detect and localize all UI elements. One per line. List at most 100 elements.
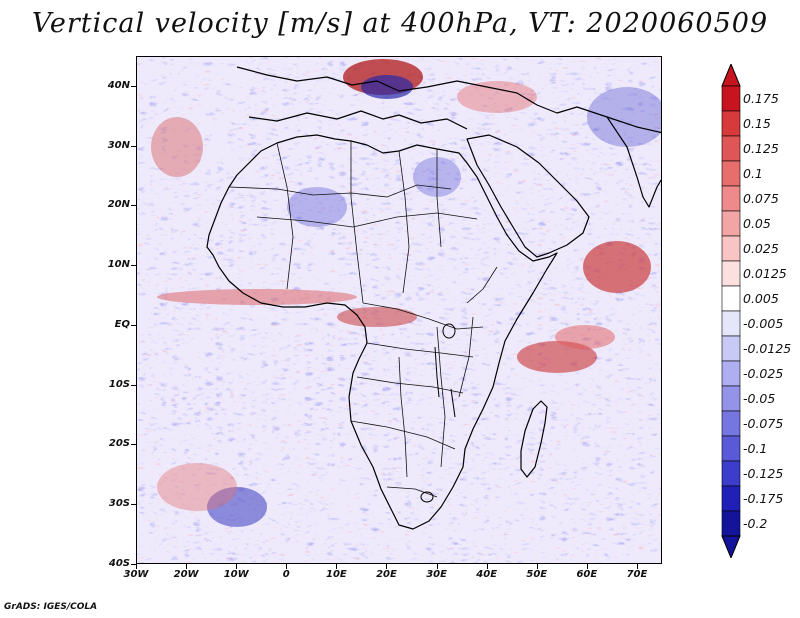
lon-tick-label: 70E: [626, 569, 648, 580]
map-canvas: [137, 57, 661, 563]
lon-tick: [186, 564, 188, 569]
lat-tick-label: 10S: [108, 378, 130, 390]
lon-tick-label: 40E: [476, 569, 498, 580]
colorbar-label: -0.075: [743, 415, 784, 431]
lat-tick: [131, 324, 136, 326]
colorbar-top-arrow: [721, 64, 741, 87]
colorbar-segment: [721, 435, 741, 462]
colorbar-label: 0.175: [743, 90, 779, 106]
colorbar-segment: [721, 485, 741, 512]
colorbar: 0.175 0.15 0.125 0.1 0.075 0.05 0.025 0.0125 0.0…: [721, 64, 800, 558]
lat-tick: [131, 384, 136, 386]
colorbar-segment: [721, 135, 741, 162]
india-coastline: [606, 116, 661, 208]
arabia-coastline: [466, 134, 590, 258]
lon-tick-label: 0: [282, 569, 290, 580]
lat-tick-label: 40S: [108, 558, 130, 569]
lat-tick-label: 10N: [107, 259, 130, 271]
lat-tick: [131, 205, 136, 207]
colorbar-bottom-arrow: [721, 535, 741, 558]
lon-tick: [636, 564, 638, 569]
colorbar-label: 0.0125: [743, 265, 787, 281]
colorbar-segment: [721, 285, 741, 312]
colorbar-scale: [721, 64, 741, 558]
lon-tick-label: 50E: [526, 569, 548, 580]
colorbar-segment: [721, 260, 741, 287]
lon-tick: [386, 564, 388, 569]
colorbar-segment: [721, 385, 741, 412]
field-anomaly: [555, 325, 615, 349]
lon-tick: [286, 564, 288, 569]
colorbar-segment: [721, 110, 741, 137]
field-anomaly: [583, 241, 651, 293]
lon-tick-label: 30W: [123, 569, 149, 580]
colorbar-label: -0.0125: [743, 340, 792, 356]
lon-tick: [586, 564, 588, 569]
colorbar-segment: [721, 335, 741, 362]
lon-tick: [136, 564, 137, 569]
europe-coastline: [236, 66, 661, 134]
colorbar-segment: [721, 360, 741, 387]
field-anomaly: [287, 187, 347, 227]
colorbar-segment: [721, 410, 741, 437]
lat-tick-label: EQ: [114, 318, 130, 330]
colorbar-segment: [721, 310, 741, 337]
colorbar-segment: [721, 185, 741, 212]
lon-tick-label: 20W: [173, 569, 199, 580]
colorbar-label: -0.005: [743, 315, 784, 331]
lat-tick: [131, 85, 136, 87]
lon-tick: [336, 564, 338, 569]
colorbar-segment: [721, 235, 741, 262]
lat-tick: [131, 444, 136, 446]
lat-tick: [131, 564, 136, 565]
lat-tick-label: 20N: [107, 199, 130, 211]
lat-tick-label: 20S: [108, 438, 130, 450]
footer-credit: GrADS: IGES/COLA: [4, 602, 98, 612]
colorbar-segment: [721, 510, 741, 537]
lat-tick: [131, 504, 136, 506]
lon-tick-label: 10E: [326, 569, 347, 580]
colorbar-segment: [721, 210, 741, 237]
field-anomaly: [157, 289, 357, 305]
colorbar-label: -0.025: [743, 365, 784, 381]
lon-tick-label: 30E: [426, 569, 447, 580]
lon-tick: [436, 564, 438, 569]
colorbar-label: 0.075: [743, 190, 779, 206]
colorbar-label: 0.1: [743, 165, 763, 181]
field-anomaly: [151, 117, 203, 177]
colorbar-label: -0.125: [743, 465, 784, 481]
chart-title: Vertical velocity [m/s] at 400hPa, VT: 2…: [31, 8, 769, 39]
lat-tick-label: 30S: [108, 498, 130, 510]
lat-tick: [131, 265, 136, 267]
field-anomaly: [457, 81, 537, 113]
field-anomaly: [361, 75, 413, 99]
colorbar-segment: [721, 160, 741, 187]
field-anomaly: [207, 487, 267, 527]
colorbar-label: 0.15: [743, 115, 771, 131]
field-anomaly: [517, 341, 597, 373]
field-anomaly: [157, 463, 237, 511]
field-anomaly: [337, 307, 417, 327]
colorbar-segment: [721, 460, 741, 487]
lon-tick-label: 60E: [576, 569, 598, 580]
colorbar-label: 0.025: [743, 240, 779, 256]
map-panel: [136, 56, 662, 564]
lat-tick-label: 30N: [107, 139, 130, 151]
colorbar-label: 0.05: [743, 215, 771, 231]
colorbar-segment: [721, 85, 741, 112]
lat-tick-label: 40N: [107, 79, 130, 91]
colorbar-label: -0.05: [743, 390, 776, 406]
field-anomaly: [587, 87, 661, 147]
colorbar-label: -0.175: [743, 490, 784, 506]
lon-tick-label: 20E: [376, 569, 397, 580]
lon-tick: [536, 564, 538, 569]
colorbar-label: -0.1: [743, 440, 768, 456]
lat-tick: [131, 145, 136, 147]
colorbar-label: -0.2: [743, 515, 768, 531]
lon-tick-label: 10W: [223, 569, 249, 580]
colorbar-label: 0.125: [743, 140, 779, 156]
madagascar-coastline: [520, 400, 548, 478]
mediterranean-north: [248, 110, 468, 130]
lon-tick: [486, 564, 488, 569]
colorbar-label: 0.005: [743, 290, 779, 306]
